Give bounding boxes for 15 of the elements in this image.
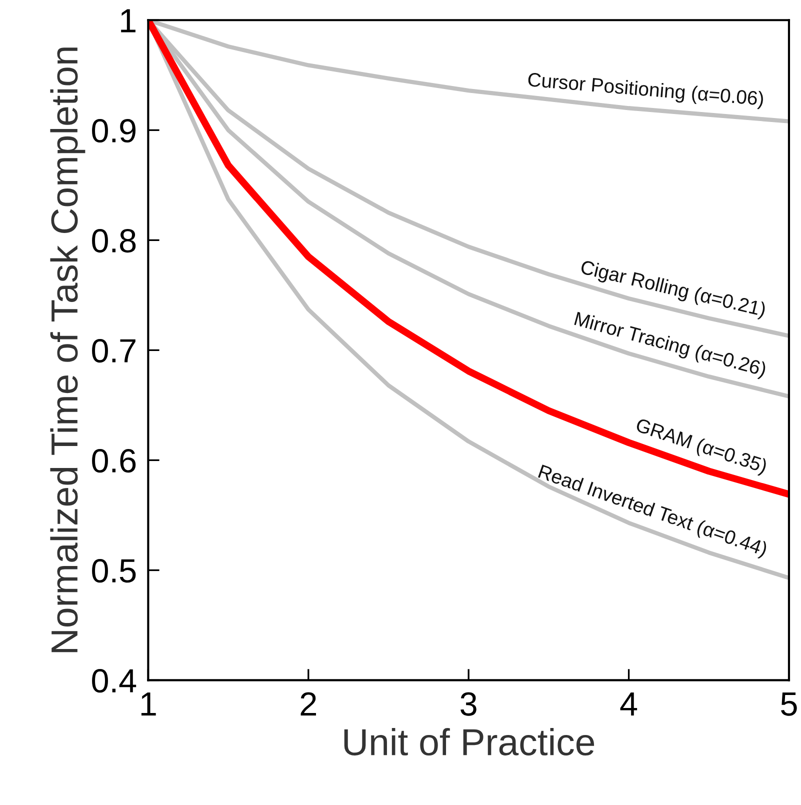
x-tick-label: 2: [300, 692, 316, 716]
x-tick-label: 4: [620, 692, 638, 716]
y-axis-title: Normalized Time of Task Completion: [50, 48, 86, 652]
y-tick-label: 1: [121, 9, 136, 32]
y-tick-label: 0.9: [92, 118, 136, 143]
y-tick-label: 0.8: [92, 228, 136, 253]
y-tick-label: 0.7: [92, 338, 136, 363]
x-axis-title: Unit of Practice: [344, 728, 594, 756]
y-tick-label: 0.6: [92, 448, 136, 473]
series-label: Cursor Positioning (α=0.06): [527, 72, 764, 110]
y-tick-label: 0.4: [92, 669, 136, 693]
x-tick-label: 5: [781, 692, 797, 716]
y-tick-label: 0.5: [92, 559, 136, 583]
x-tick-label: 3: [460, 692, 476, 716]
x-tick-label: 1: [141, 692, 156, 716]
